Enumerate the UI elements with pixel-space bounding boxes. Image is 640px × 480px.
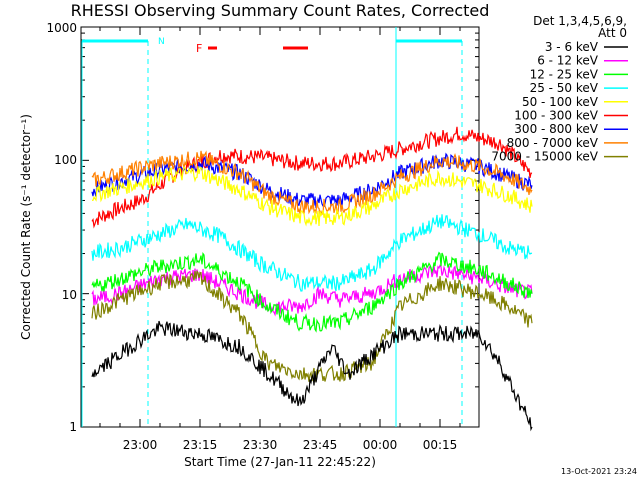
legend-entry: 6 - 12 keV xyxy=(537,54,599,68)
series-line xyxy=(91,166,533,227)
flare-label: F xyxy=(196,42,202,55)
flare-markers: F xyxy=(196,42,308,55)
series-group xyxy=(91,126,533,432)
legend-entry: 3 - 6 keV xyxy=(545,40,599,54)
legend-title: Det 1,3,4,5,6,9, xyxy=(533,14,627,28)
x-axis-label: Start Time (27-Jan-11 22:45:22) xyxy=(184,455,376,469)
legend-entry: 300 - 800 keV xyxy=(514,122,598,136)
y-axis-label: Corrected Count Rate (s⁻¹ detector⁻¹) xyxy=(19,114,33,340)
series-line xyxy=(91,251,533,333)
legend-entry: 800 - 7000 keV xyxy=(507,136,599,150)
legend-entry: 7000 - 15000 keV xyxy=(491,150,598,164)
legend-entry: 25 - 50 keV xyxy=(530,81,599,95)
chart-title: RHESSI Observing Summary Count Rates, Co… xyxy=(71,1,490,20)
x-tick-label: 23:45 xyxy=(303,438,338,452)
y-tick-label: 100 xyxy=(54,153,77,167)
x-tick-label: 23:30 xyxy=(243,438,278,452)
series-line xyxy=(91,214,533,292)
legend-entry: 12 - 25 keV xyxy=(530,67,599,81)
series-line xyxy=(91,126,533,229)
x-tick-label: 00:15 xyxy=(423,438,458,452)
x-tick-label: 00:00 xyxy=(363,438,398,452)
legend-subtitle: Att 0 xyxy=(598,26,627,40)
night-markers: N xyxy=(81,27,463,427)
x-tick-label: 23:00 xyxy=(123,438,158,452)
x-tick-label: 23:15 xyxy=(183,438,218,452)
y-tick-label: 1 xyxy=(69,420,77,434)
series-line xyxy=(91,264,533,317)
y-tick-label: 1000 xyxy=(46,21,77,35)
night-label: N xyxy=(158,37,165,47)
timestamp: 13-Oct-2021 23:24 xyxy=(561,467,637,476)
series-line xyxy=(91,150,533,215)
legend-entry: 100 - 300 keV xyxy=(514,109,598,123)
legend-entry: 50 - 100 keV xyxy=(522,95,599,109)
y-tick-label: 10 xyxy=(62,288,77,302)
series-line xyxy=(91,270,533,383)
series-line xyxy=(91,320,533,432)
